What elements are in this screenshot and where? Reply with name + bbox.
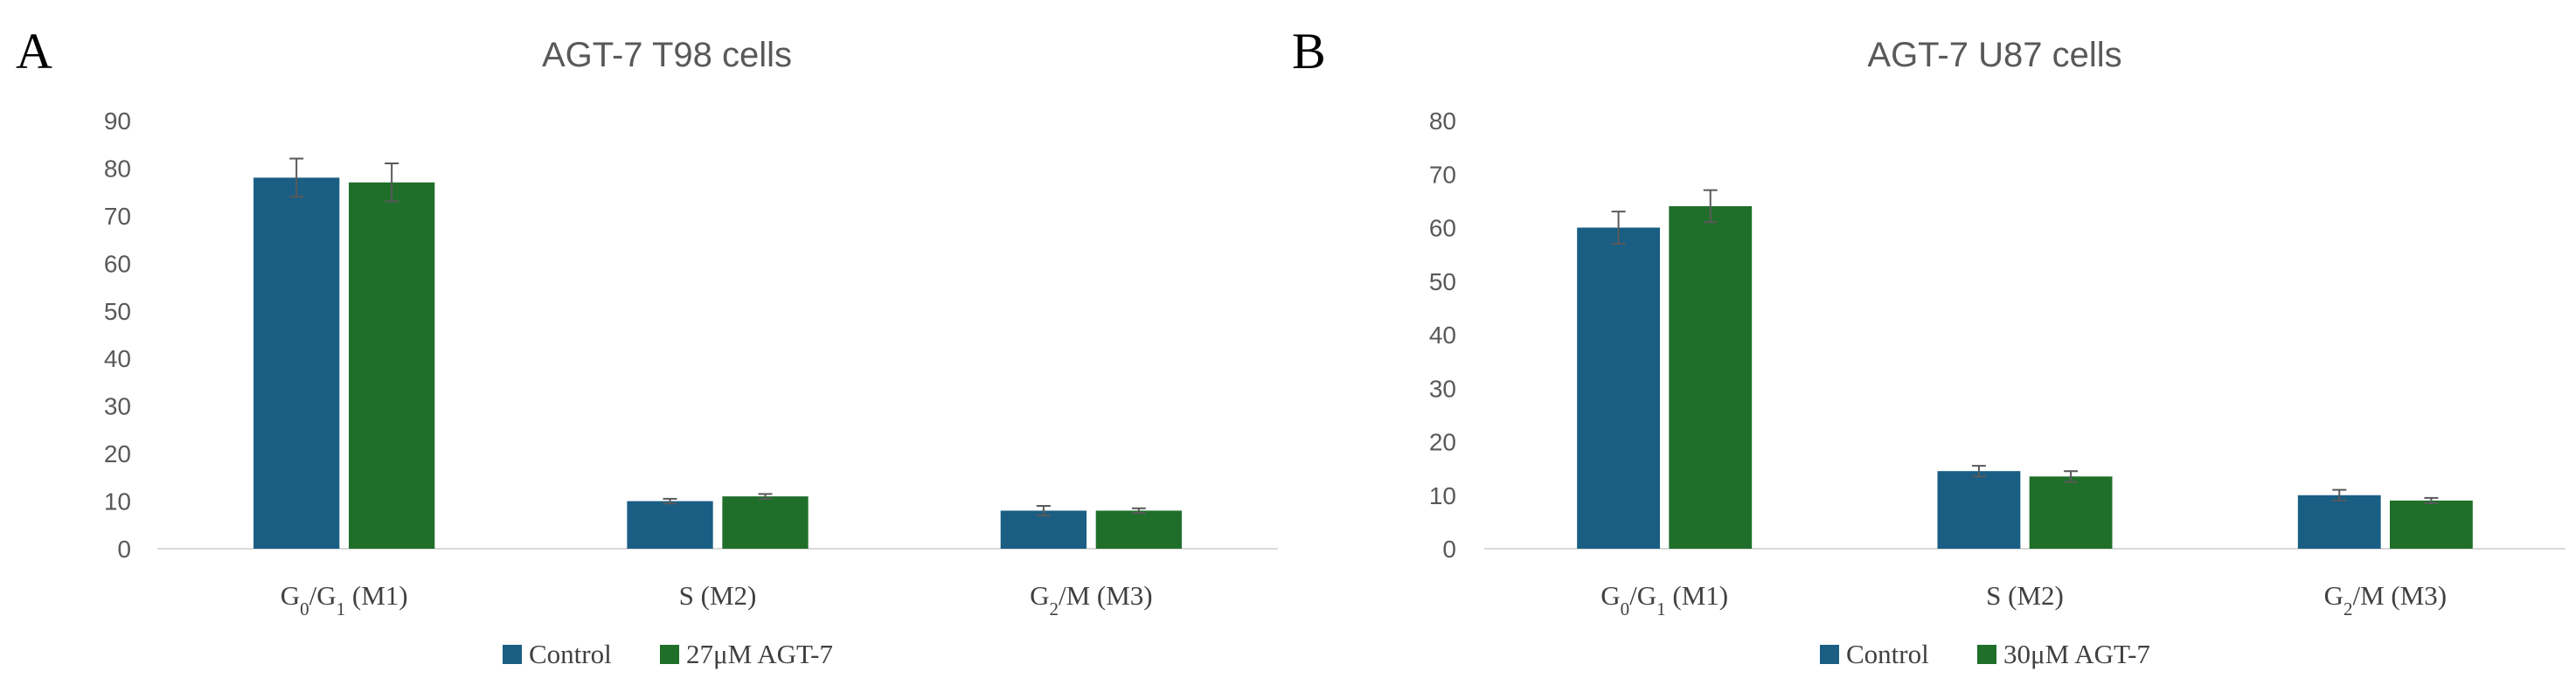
y-tick-label: 70 xyxy=(104,203,131,230)
legend-swatch xyxy=(503,645,522,664)
bar-control xyxy=(1937,471,2021,549)
legend-label: 30μM AGT-7 xyxy=(2003,639,2150,669)
y-tick-label: 50 xyxy=(1429,268,1456,295)
bar-treated xyxy=(1669,206,1753,549)
y-tick-label: 30 xyxy=(104,393,131,420)
panel-letter-a: A xyxy=(16,23,52,80)
bar-control xyxy=(1577,227,1661,549)
bar-control xyxy=(253,177,340,550)
y-tick-label: 90 xyxy=(104,107,131,135)
bar-treated xyxy=(722,496,809,549)
legend-swatch xyxy=(660,645,679,664)
y-tick-label: 80 xyxy=(104,155,131,182)
bar-control xyxy=(627,501,713,549)
legend-swatch xyxy=(1820,645,1839,664)
x-category-label: G2/M (M3) xyxy=(2324,580,2448,619)
y-tick-label: 80 xyxy=(1429,107,1456,135)
bar-control xyxy=(1000,510,1087,549)
chart-title: AGT-7 U87 cells xyxy=(1867,36,2121,74)
chart-panel-a: A AGT-7 T98 cells 0 10 20 30 40 50 60 70 80 90 G0/G1… xyxy=(16,23,1278,669)
y-tick-label: 0 xyxy=(1442,536,1456,563)
y-tick-label: 40 xyxy=(1429,322,1456,349)
bar-treated xyxy=(2029,476,2113,549)
chart-title: AGT-7 T98 cells xyxy=(542,36,792,74)
panel-letter-b: B xyxy=(1292,23,1326,80)
y-tick-label: 20 xyxy=(104,440,131,467)
y-tick-label: 20 xyxy=(1429,429,1456,456)
y-tick-label: 10 xyxy=(104,488,131,516)
y-tick-label: 40 xyxy=(104,345,131,372)
y-tick-label: 30 xyxy=(1429,375,1456,402)
x-category-label: S (M2) xyxy=(679,580,757,611)
legend-label: 27μM AGT-7 xyxy=(686,639,833,669)
y-tick-label: 60 xyxy=(1429,215,1456,242)
chart-panel-b: B AGT-7 U87 cells 0 10 20 30 40 50 60 70 80 G0/G1 (… xyxy=(1292,23,2566,669)
y-tick-label: 50 xyxy=(104,298,131,325)
y-tick-label: 60 xyxy=(104,250,131,277)
legend-label: Control xyxy=(1846,639,1929,669)
x-category-label: G2/M (M3) xyxy=(1030,580,1153,619)
x-category-label: G0/G1 (M1) xyxy=(281,580,408,619)
bar-treated xyxy=(1095,510,1182,549)
y-tick-label: 10 xyxy=(1429,482,1456,509)
bar-treated xyxy=(349,182,435,549)
legend-swatch xyxy=(1977,645,1996,664)
y-tick-label: 70 xyxy=(1429,161,1456,188)
x-category-label: G0/G1 (M1) xyxy=(1600,580,1728,619)
legend-label: Control xyxy=(529,639,612,669)
bar-control xyxy=(2297,495,2381,549)
y-tick-label: 0 xyxy=(117,536,131,563)
x-category-label: S (M2) xyxy=(1986,580,2064,611)
bar-treated xyxy=(2389,500,2473,549)
